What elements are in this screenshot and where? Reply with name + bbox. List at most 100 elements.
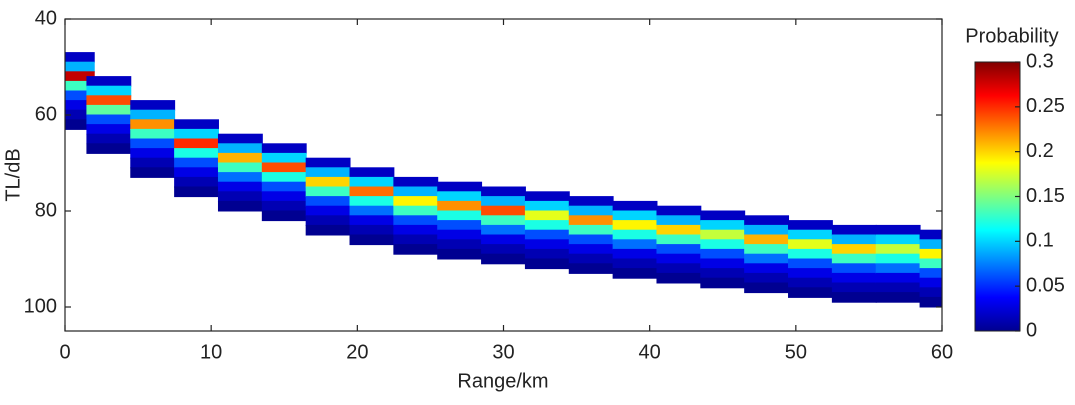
density-cell: [393, 234, 439, 246]
density-cell: [174, 167, 219, 178]
density-cell: [349, 224, 395, 236]
density-cell: [65, 119, 95, 130]
density-cell: [217, 152, 263, 164]
density-cell: [437, 229, 483, 241]
density-cell: [261, 162, 307, 174]
density-cell: [919, 239, 942, 250]
density-cell: [875, 263, 921, 274]
density-cell: [305, 205, 351, 217]
density-cell: [481, 234, 526, 246]
density-cell: [524, 258, 570, 270]
y-axis-label: TL/dB: [2, 148, 24, 201]
density-cell: [481, 253, 526, 265]
density-cell: [437, 210, 483, 222]
density-cell: [524, 248, 570, 260]
density-cell: [875, 253, 921, 265]
density-cell: [437, 220, 483, 231]
density-cell: [919, 248, 942, 260]
density-cell: [130, 138, 176, 150]
density-cell: [875, 234, 921, 246]
density-cell: [481, 205, 526, 217]
colorbar-tick-label: 0.05: [1026, 274, 1065, 296]
colorbar-tick-label: 0.15: [1026, 185, 1065, 207]
density-cell: [86, 143, 132, 154]
density-cell: [217, 162, 263, 174]
density-cell: [788, 268, 833, 279]
density-cell: [875, 272, 921, 284]
density-cell: [130, 109, 176, 121]
density-cell: [65, 90, 95, 102]
density-cell: [656, 215, 702, 226]
density-cell: [612, 210, 658, 222]
density-cell: [919, 277, 942, 289]
density-cell: [305, 176, 351, 188]
x-tick-label: 50: [785, 341, 807, 363]
density-cell: [700, 268, 746, 279]
density-cell: [86, 95, 132, 106]
density-cell: [437, 191, 483, 202]
density-cell: [831, 244, 877, 255]
colorbar-label: Probability: [965, 25, 1058, 47]
density-cell: [744, 263, 790, 274]
density-cell: [261, 200, 307, 212]
density-cell: [65, 109, 95, 121]
density-cell: [656, 272, 702, 284]
density-cell: [261, 210, 307, 222]
density-cell: [437, 181, 483, 193]
density-cell: [481, 224, 526, 236]
density-cell: [86, 76, 132, 87]
density-cell: [524, 220, 570, 231]
density-cell: [261, 191, 307, 202]
density-cell: [217, 191, 263, 202]
density-cell: [393, 215, 439, 226]
density-cell: [524, 229, 570, 241]
density-cell: [65, 61, 95, 73]
density-cell: [656, 234, 702, 246]
density-cell: [700, 239, 746, 250]
x-tick-label: 10: [200, 341, 222, 363]
density-cell: [612, 258, 658, 270]
density-cell: [174, 128, 219, 140]
density-cell: [788, 229, 833, 241]
density-cell: [261, 172, 307, 183]
density-cell: [919, 258, 942, 270]
plot-area: [65, 52, 942, 308]
density-cell: [437, 239, 483, 250]
density-cell: [393, 205, 439, 217]
density-cell: [65, 71, 95, 82]
density-cell: [568, 196, 614, 207]
density-cell: [65, 52, 95, 63]
density-cell: [831, 263, 877, 274]
density-cell: [481, 186, 526, 198]
density-cell: [130, 100, 176, 111]
density-cell: [788, 248, 833, 260]
density-cell: [174, 138, 219, 150]
density-cell: [174, 176, 219, 188]
density-cell: [174, 148, 219, 159]
density-cell: [700, 229, 746, 241]
density-cell: [568, 205, 614, 217]
density-cell: [349, 215, 395, 226]
density-cell: [524, 210, 570, 222]
density-cell: [349, 167, 395, 178]
density-cell: [305, 186, 351, 198]
density-cell: [349, 176, 395, 188]
density-cell: [700, 220, 746, 231]
density-cell: [744, 282, 790, 294]
density-cell: [656, 253, 702, 265]
density-cell: [656, 224, 702, 236]
density-cell: [831, 234, 877, 246]
density-cell: [305, 167, 351, 178]
density-cell: [744, 215, 790, 226]
density-cell: [305, 196, 351, 207]
density-cell: [656, 205, 702, 217]
density-cell: [130, 157, 176, 169]
density-cell: [875, 224, 921, 236]
density-cell: [261, 143, 307, 154]
density-cell: [568, 224, 614, 236]
density-cell: [217, 172, 263, 183]
density-cell: [437, 248, 483, 260]
colorbar-tick-label: 0.2: [1026, 140, 1054, 162]
density-cell: [524, 200, 570, 212]
density-cell: [349, 205, 395, 217]
